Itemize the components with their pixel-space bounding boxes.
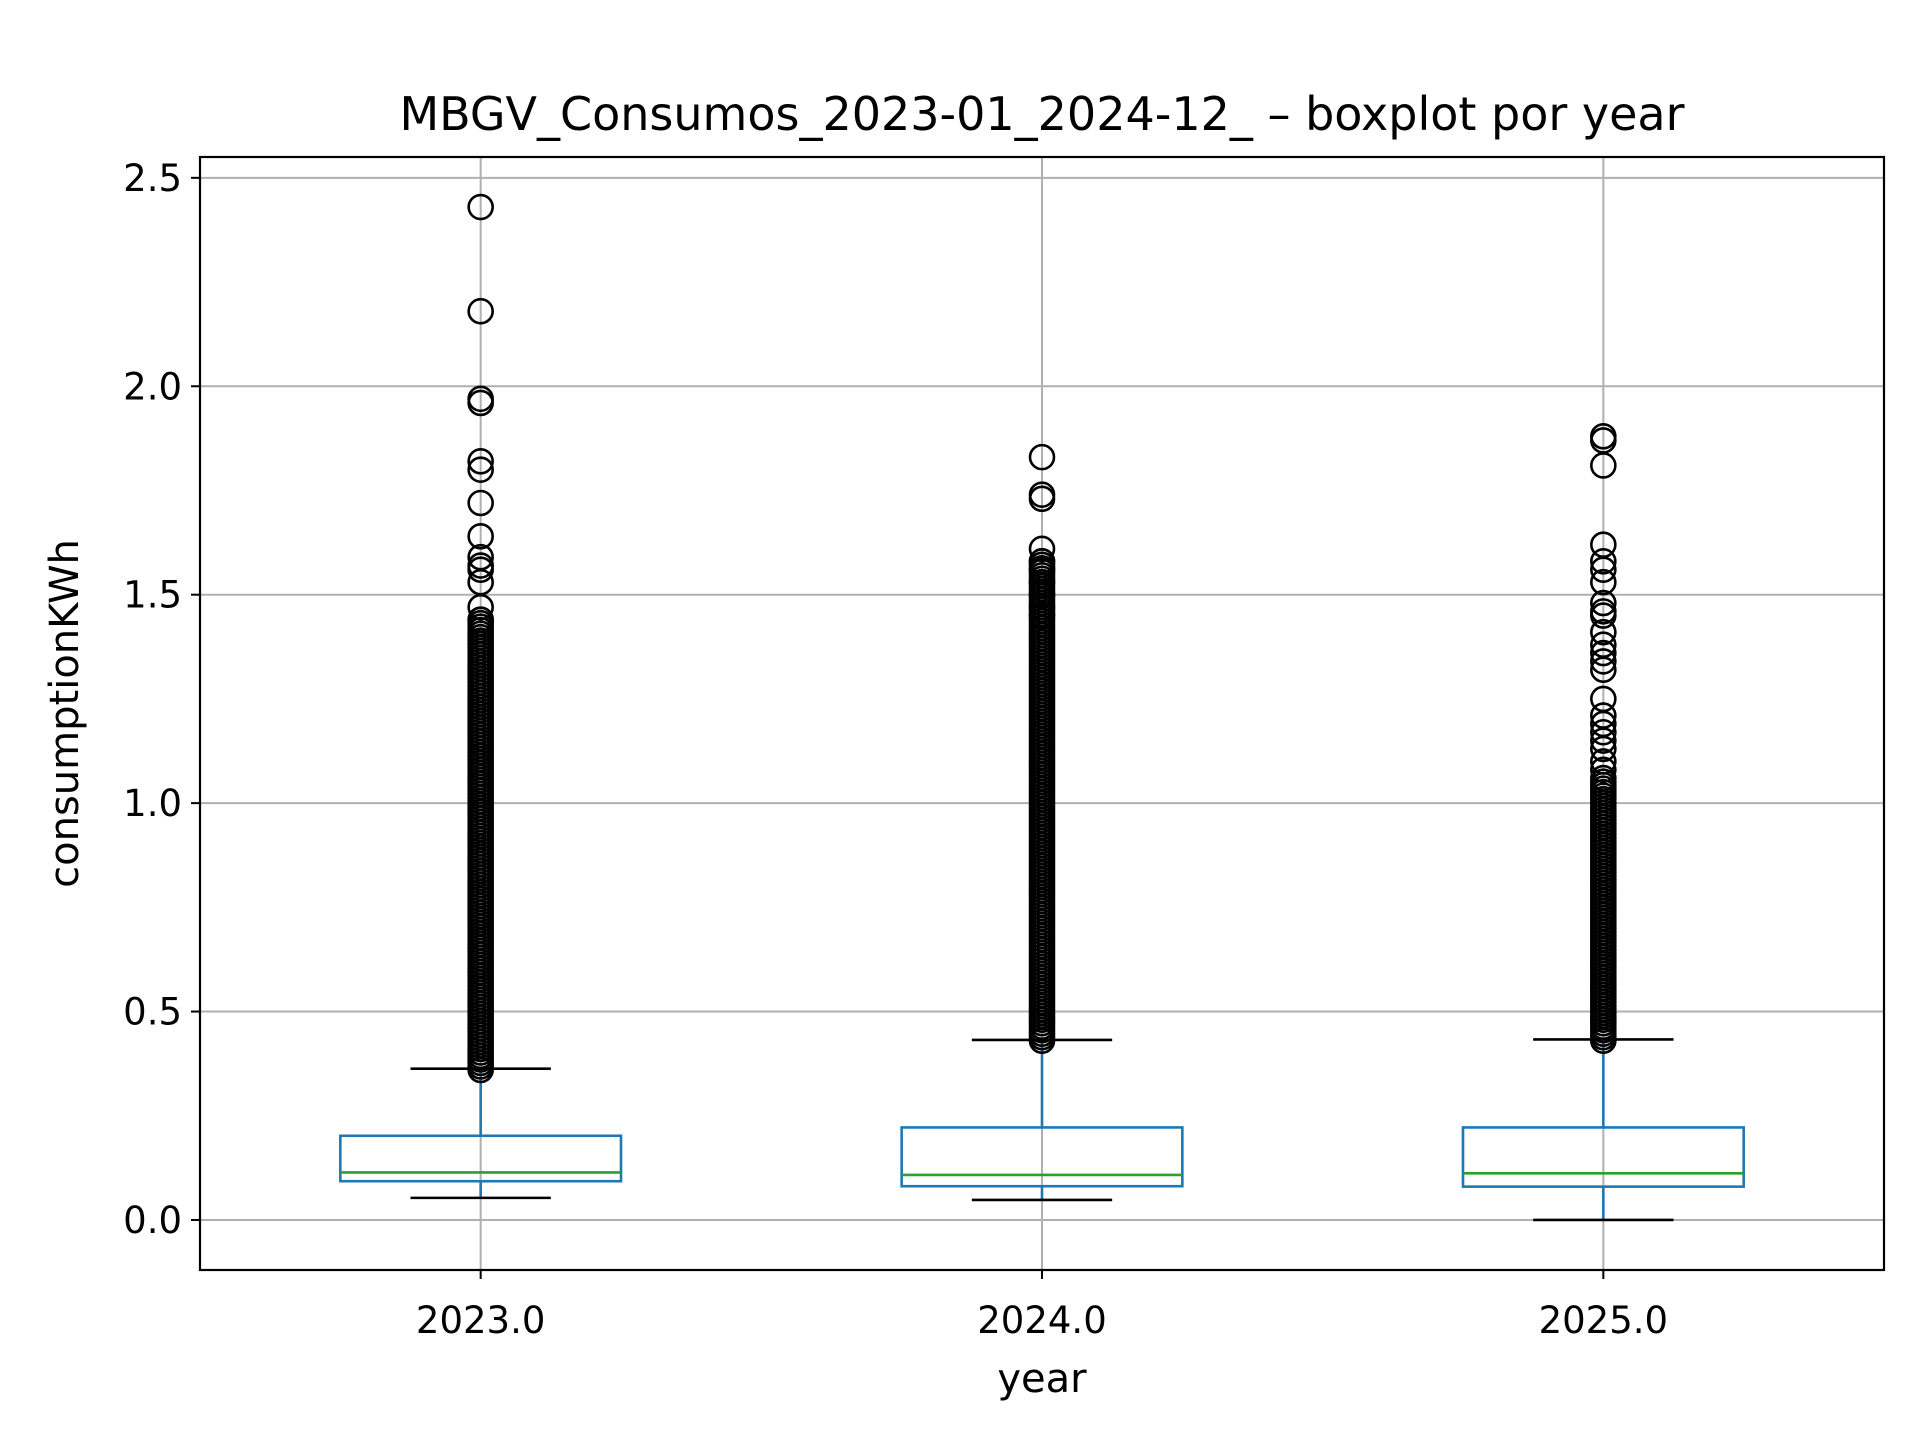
ticks: 0.0 0.5 1.0 1.5 2.0 2.5 2023.0 2024.0 2025.0 (123, 157, 1668, 1342)
x-tick-label: 2024.0 (977, 1299, 1106, 1342)
outlier-point (1590, 727, 1617, 754)
y-tick-label: 0.0 (123, 1199, 182, 1242)
outlier-point (1028, 602, 1056, 629)
outlier-point (467, 606, 494, 634)
outlier-point (467, 489, 494, 517)
outlier-point (1028, 535, 1056, 563)
outlier-point (1590, 556, 1617, 583)
outlier-point (1028, 581, 1056, 608)
outlier-point (467, 593, 494, 621)
outlier-point (467, 456, 494, 483)
outlier-point (1028, 548, 1056, 575)
outlier-point (467, 193, 494, 221)
y-axis-label: consumptionKWh (42, 539, 88, 888)
box (1461, 1126, 1745, 1188)
outlier-point (1590, 568, 1617, 596)
outlier-point (1590, 718, 1617, 746)
y-tick-label: 1.0 (123, 782, 182, 825)
y-tick-label: 0.5 (123, 991, 182, 1034)
outlier-point (1590, 656, 1617, 684)
outliers (467, 193, 1617, 1084)
outlier-point (1028, 443, 1056, 471)
outlier-point (1028, 485, 1056, 513)
outlier-point (467, 556, 494, 583)
outlier-point (1590, 639, 1617, 667)
x-axis-label: year (997, 1356, 1087, 1402)
outlier-point (1590, 735, 1617, 763)
outlier-point (1590, 452, 1617, 479)
box (339, 1134, 623, 1183)
outlier-point (1590, 618, 1617, 646)
outlier-point (1028, 593, 1056, 621)
y-tick-label: 2.5 (123, 157, 182, 200)
outlier-point (467, 448, 494, 475)
y-tick-label: 2.0 (123, 365, 182, 408)
outlier-point (1590, 602, 1617, 629)
outlier-point (467, 389, 494, 417)
outlier-point (1590, 756, 1617, 784)
outlier-point (1590, 648, 1617, 675)
x-tick-label: 2023.0 (416, 1299, 545, 1342)
box (900, 1126, 1184, 1188)
outlier-point (467, 523, 494, 550)
outlier-point (467, 297, 494, 325)
outlier-point (1590, 764, 1617, 792)
outlier-point (1590, 589, 1617, 617)
y-tick-label: 1.5 (123, 574, 182, 617)
x-tick-label: 2025.0 (1539, 1299, 1668, 1342)
outlier-point (1590, 748, 1617, 775)
outlier-point (1590, 548, 1617, 575)
chart-title: MBGV_Consumos_2023-01_2024-12_ – boxplot… (399, 87, 1684, 141)
